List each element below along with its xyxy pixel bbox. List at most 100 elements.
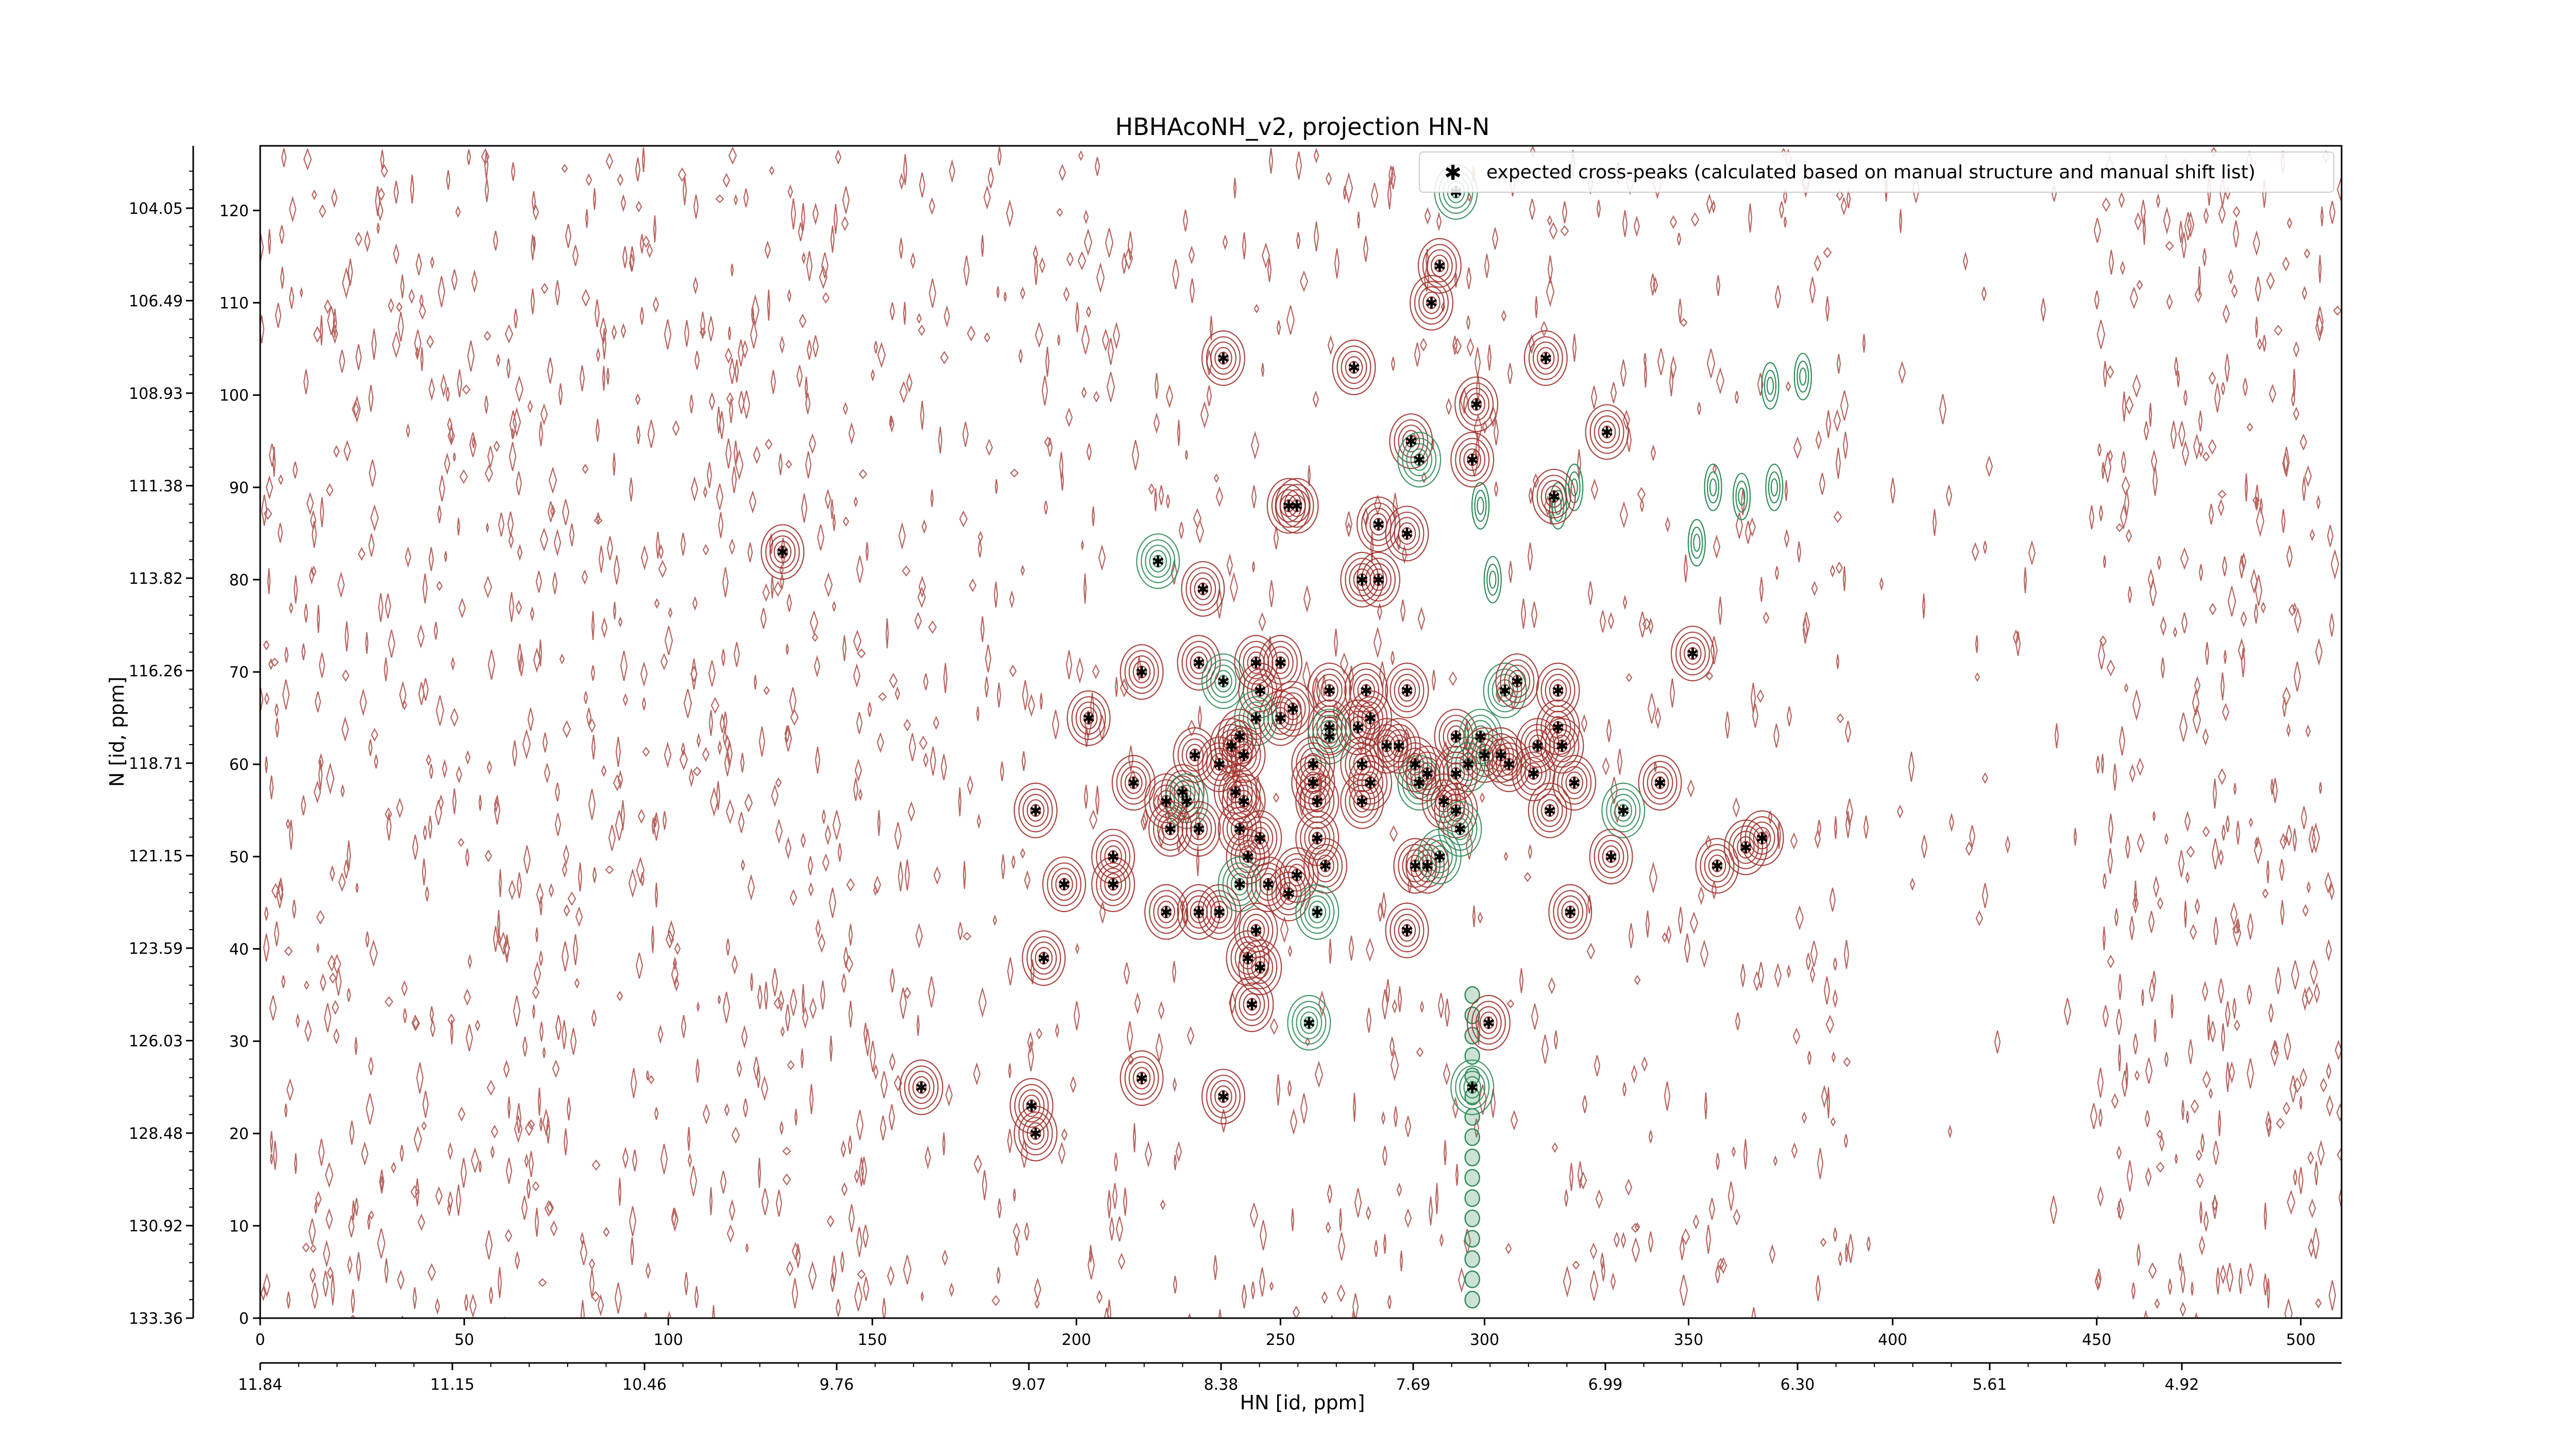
expected-peak-marker: ✱	[1241, 848, 1254, 866]
expected-peak-marker: ✱	[1107, 876, 1120, 894]
expected-peak-marker: ✱	[1180, 793, 1193, 811]
expected-peak-marker: ✱	[1225, 737, 1238, 755]
expected-peak-marker: ✱	[1213, 904, 1226, 922]
expected-peak-marker: ✱	[1400, 525, 1413, 543]
expected-peak-marker: ✱	[1058, 876, 1071, 894]
expected-peak-marker: ✱	[1217, 350, 1230, 368]
x-index-axis: 0 50 100 150 200 250 300 350 400 450 500	[255, 1318, 2315, 1349]
expected-peak-marker: ✱	[1355, 756, 1368, 774]
expected-peak-marker: ✱	[1311, 793, 1324, 811]
hn-tick-label: 7.69	[1396, 1376, 1431, 1394]
expected-peak-marker: ✱	[1160, 904, 1173, 922]
expected-peak-marker: ✱	[1548, 488, 1561, 507]
expected-peak-marker: ✱	[1482, 1015, 1495, 1033]
expected-peak-marker: ✱	[1135, 664, 1148, 682]
expected-peak-marker: ✱	[1425, 295, 1438, 313]
expected-peak-marker: ✱	[1404, 433, 1417, 451]
y-tick-label: 100	[219, 387, 249, 405]
hn-tick-label: 5.61	[1973, 1376, 2007, 1394]
n-ppm-axis: 104.05 106.49 108.93 111.38 113.82 116.26 118.…	[129, 146, 194, 1328]
expected-peak-marker: ✱	[1555, 737, 1568, 755]
expected-peak-marker: ✱	[1291, 498, 1303, 516]
negative-contours	[1464, 352, 1812, 1309]
expected-peak-marker: ✱	[1323, 728, 1336, 746]
expected-peak-marker: ✱	[1400, 682, 1413, 700]
hn-tick-label: 10.46	[622, 1376, 667, 1394]
expected-peak-marker: ✱	[1274, 710, 1287, 728]
x-tick-label: 450	[2082, 1331, 2111, 1349]
expected-peak-marker: ✱	[1531, 737, 1544, 755]
expected-peak-marker: ✱	[1449, 802, 1462, 820]
expected-peak-marker: ✱	[1654, 774, 1667, 793]
expected-peak-marker: ✱	[1495, 747, 1507, 765]
expected-peak-marker: ✱	[1282, 885, 1295, 903]
expected-peak-marker: ✱	[1274, 654, 1287, 672]
hn-tick-label: 11.84	[238, 1376, 282, 1394]
expected-peak-marker: ✱	[1249, 922, 1262, 940]
expected-peak-marker: ✱	[1135, 1070, 1148, 1088]
expected-peak-marker: ✱	[1307, 756, 1319, 774]
expected-peak-marker: ✱	[1453, 821, 1466, 839]
expected-peak-marker: ✱	[1421, 765, 1434, 783]
expected-peak-marker: ✱	[1604, 848, 1617, 866]
expected-peak-marker: ✱	[1380, 737, 1393, 755]
y-tick-label: 90	[229, 479, 249, 497]
hn-tick-label: 4.92	[2165, 1376, 2199, 1394]
n-tick-label: 133.36	[129, 1310, 183, 1328]
expected-peak-marker: ✱	[1233, 728, 1246, 746]
x-tick-label: 250	[1266, 1331, 1295, 1349]
expected-peak-marker: ✱	[1347, 359, 1360, 377]
expected-peak-marker: ✱	[1323, 682, 1336, 700]
expected-peak-marker: ✱	[1564, 904, 1577, 922]
expected-peak-marker: ✱	[1413, 451, 1426, 469]
n-tick-label: 121.15	[129, 848, 183, 866]
plot-frame	[259, 145, 2343, 1319]
expected-peak-marker: ✱	[1291, 867, 1303, 885]
x-tick-label: 50	[454, 1331, 474, 1349]
n-tick-label: 128.48	[129, 1125, 183, 1143]
expected-peak-marker: ✱	[1037, 950, 1050, 968]
expected-peak-marker: ✱	[1217, 673, 1230, 691]
hn-tick-label: 9.76	[820, 1376, 854, 1394]
legend: ✱ expected cross-peaks (calculated based…	[1419, 151, 2334, 193]
expected-peak-marker: ✱	[1739, 839, 1752, 857]
expected-peak-marker: ✱	[1164, 821, 1177, 839]
n-tick-label: 111.38	[129, 478, 183, 496]
expected-peak-marker: ✱	[1176, 784, 1189, 802]
expected-peak-marker: ✱	[1311, 830, 1324, 848]
y-tick-label: 60	[229, 756, 249, 774]
expected-peak-marker: ✱	[1319, 857, 1332, 875]
expected-peak-marker: ✱	[1511, 673, 1523, 691]
expected-peak-marker: ✱	[1196, 581, 1209, 599]
expected-peak-marker: ✱	[1527, 765, 1540, 783]
expected-peak-marker: ✱	[1286, 701, 1299, 719]
expected-peak-marker: ✱	[1217, 1088, 1230, 1106]
expected-peak-marker: ✱	[1710, 857, 1723, 875]
expected-peak-marker: ✱	[1229, 784, 1242, 802]
noise-contours	[260, 146, 2342, 1318]
expected-peak-marker: ✱	[1478, 747, 1491, 765]
expected-peak-marker: ✱	[1502, 756, 1515, 774]
n-tick-label: 108.93	[129, 385, 183, 403]
expected-peak-marker: ✱	[1355, 571, 1368, 589]
y-tick-label: 110	[219, 295, 249, 313]
x-tick-label: 0	[255, 1331, 265, 1349]
expected-peak-marker: ✱	[1192, 821, 1205, 839]
expected-peak-marker: ✱	[1192, 904, 1205, 922]
expected-peak-marker: ✱	[1213, 756, 1226, 774]
hn-ppm-axis: 11.84 11.15 10.46 9.76 9.07 8.38 7.69 6.99 6.30 5…	[238, 1362, 2342, 1394]
expected-peak-marker: ✱	[1433, 258, 1446, 276]
expected-peak-marker: ✱	[1470, 396, 1483, 414]
hn-tick-label: 9.07	[1012, 1376, 1046, 1394]
expected-peak-marker: ✱	[1499, 682, 1512, 700]
x-tick-label: 400	[1878, 1331, 1907, 1349]
expected-peak-marker: ✱	[1302, 1015, 1315, 1033]
expected-peak-marker: ✱	[915, 1079, 928, 1097]
expected-peak-marker: ✱	[1127, 774, 1140, 793]
y-tick-label: 0	[239, 1310, 249, 1328]
hn-tick-label: 6.99	[1588, 1376, 1623, 1394]
chart-title: HBHAcoNH_v2, projection HN-N	[1115, 113, 1490, 141]
expected-peak-marker: ✱	[1449, 728, 1462, 746]
expected-peak-marker: ✱	[1233, 876, 1246, 894]
expected-peak-marker: ✱	[1151, 553, 1164, 571]
